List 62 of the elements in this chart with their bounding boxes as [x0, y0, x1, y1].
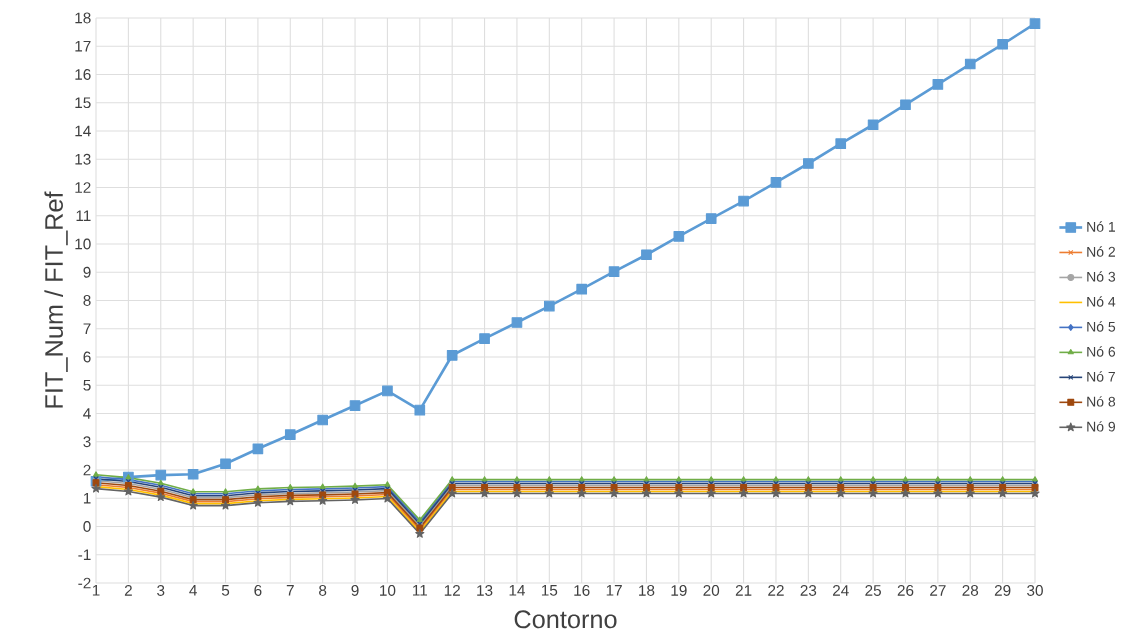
x-tick-label: 11 — [413, 585, 428, 596]
x-tick-label: 10 — [380, 585, 396, 596]
y-tick-label: 17 — [75, 40, 91, 52]
x-tick-label: 20 — [703, 585, 720, 596]
x-tick-label: 27 — [930, 585, 946, 596]
y-tick-label: 4 — [83, 408, 91, 419]
x-tick-label: 24 — [832, 585, 849, 596]
x-tick-label: 26 — [897, 585, 914, 596]
legend-label: Nó 9 — [1087, 421, 1116, 432]
legend-label: Nó 4 — [1087, 296, 1116, 307]
x-tick-label: 6 — [254, 585, 262, 596]
x-tick-label: 1 — [92, 585, 100, 596]
x-tick-label: 30 — [1027, 585, 1043, 596]
x-tick-label: 7 — [286, 585, 294, 596]
x-tick-label: 21 — [735, 585, 752, 596]
x-tick-label: 29 — [994, 585, 1011, 596]
y-tick-label: 11 — [76, 210, 91, 222]
y-tick-label: 15 — [75, 97, 91, 109]
x-tick-label: 2 — [124, 585, 132, 596]
y-tick-label: 2 — [83, 464, 91, 476]
y-tick-label: 10 — [75, 238, 91, 250]
x-tick-label: 28 — [962, 585, 979, 596]
y-tick-label: 8 — [83, 295, 91, 306]
legend-label: Nó 2 — [1087, 246, 1115, 257]
y-tick-label: 9 — [83, 266, 91, 278]
y-tick-label: 13 — [75, 153, 91, 165]
x-tick-label: 13 — [477, 585, 493, 596]
y-tick-label: 0 — [83, 521, 91, 532]
legend-label: Nó 8 — [1087, 396, 1116, 407]
y-axis-title: FIT_Num / FIT_Ref — [44, 191, 68, 408]
y-tick-label: 12 — [75, 182, 91, 193]
x-tick-label: 16 — [574, 585, 590, 596]
x-tick-label: 5 — [221, 585, 230, 596]
y-tick-label: -2 — [78, 577, 91, 589]
y-tick-label: 1 — [83, 492, 91, 504]
x-tick-label: 17 — [606, 585, 622, 596]
y-tick-label: 16 — [75, 69, 91, 80]
y-tick-label: 7 — [83, 323, 91, 335]
legend-label: Nó 3 — [1087, 271, 1116, 282]
legend-label: Nó 7 — [1087, 371, 1115, 382]
x-tick-label: 25 — [865, 585, 881, 596]
x-tick-label: 3 — [157, 585, 165, 596]
y-tick-label: 14 — [75, 125, 91, 137]
x-tick-label: 14 — [509, 585, 526, 596]
y-tick-label: 6 — [83, 351, 91, 363]
legend-label: Nó 6 — [1087, 346, 1116, 357]
x-tick-label: 8 — [319, 585, 327, 596]
legend-label: Nó 1 — [1087, 221, 1116, 232]
y-tick-label: -1 — [78, 549, 91, 561]
x-tick-label: 4 — [189, 585, 197, 596]
x-tick-label: 18 — [639, 585, 655, 596]
legend-label: Nó 5 — [1087, 321, 1116, 332]
x-tick-label: 15 — [541, 585, 558, 596]
x-tick-label: 22 — [768, 585, 784, 596]
x-axis-title: Contorno — [514, 610, 617, 629]
y-tick-label: 3 — [83, 436, 91, 448]
x-tick-label: 9 — [351, 585, 359, 596]
x-tick-label: 19 — [671, 585, 687, 596]
y-tick-label: 18 — [75, 12, 91, 24]
x-tick-label: 23 — [800, 585, 817, 596]
x-tick-label: 12 — [444, 585, 460, 596]
y-tick-label: 5 — [83, 379, 91, 391]
